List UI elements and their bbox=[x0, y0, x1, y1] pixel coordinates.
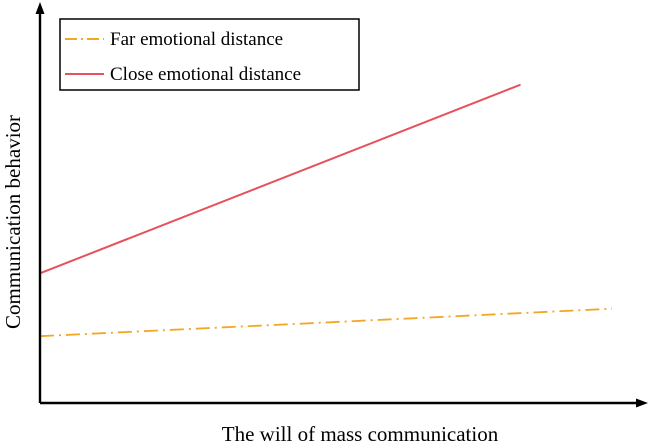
y-axis-arrow-icon bbox=[35, 2, 45, 14]
x-axis-arrow-icon bbox=[636, 398, 648, 408]
legend-label-0: Far emotional distance bbox=[110, 29, 283, 50]
x-axis-title: The will of mass communication bbox=[222, 422, 499, 446]
legend-label-1: Close emotional distance bbox=[110, 64, 301, 85]
plot-area bbox=[39, 83, 613, 338]
series-line-close-emotional-distance bbox=[39, 83, 521, 275]
legend: Far emotional distance Close emotional di… bbox=[59, 18, 360, 91]
y-axis-title: Communication behavior bbox=[1, 115, 25, 329]
legend-box bbox=[59, 18, 360, 91]
series-line-far-emotional-distance bbox=[39, 307, 613, 338]
